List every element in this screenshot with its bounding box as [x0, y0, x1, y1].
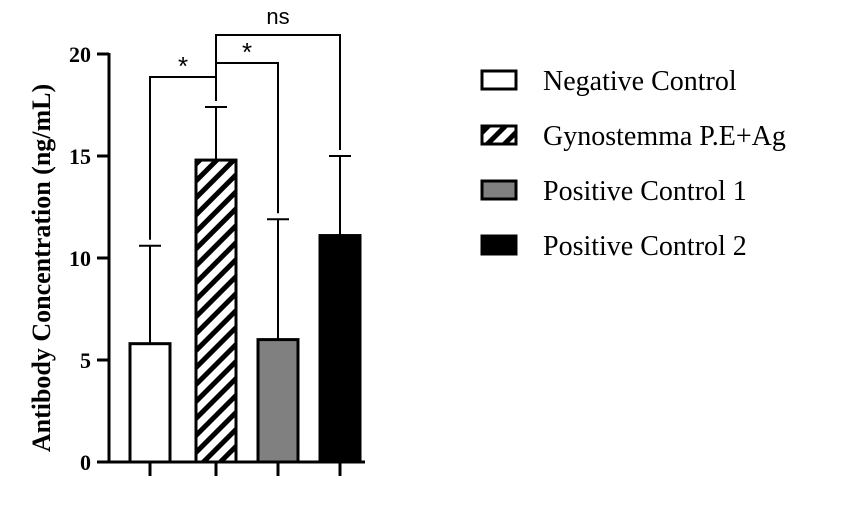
legend-label-3: Positive Control 1: [543, 176, 747, 207]
error-bars: [139, 106, 351, 344]
legend-swatch-1: [480, 69, 518, 91]
bar-2: [194, 158, 238, 464]
significance-label: ns: [266, 4, 289, 29]
significance-label: *: [242, 37, 252, 67]
y-tick-label: 20: [69, 42, 91, 67]
y-tick-label: 10: [69, 246, 91, 271]
significance-bracket: [215, 34, 341, 150]
x-axis: [107, 460, 365, 476]
y-tick-label: 0: [80, 450, 91, 475]
legend-swatch-4: [480, 234, 518, 256]
y-tick-label: 5: [80, 348, 91, 373]
bar-4: [318, 234, 362, 464]
legend-label-2: Gynostemma P.E+Ag: [543, 121, 786, 152]
bar-1: [128, 342, 172, 464]
significance-label: *: [178, 51, 188, 81]
legend-label-1: Negative Control: [543, 66, 737, 97]
bar-3: [256, 338, 300, 464]
y-tick-label: 15: [69, 144, 91, 169]
y-axis: 0 5 10 15 20: [69, 42, 111, 475]
legend-label-4: Positive Control 2: [543, 231, 747, 262]
legend: Negative Control Gynostemma P.E+Ag Positiv…: [480, 66, 786, 262]
y-axis-label: Antibody Concentration (ng/mL): [27, 84, 56, 452]
legend-swatch-2: [480, 124, 518, 146]
significance-brackets: * * ns: [149, 4, 341, 240]
bars: [128, 158, 362, 464]
legend-swatch-3: [480, 179, 518, 201]
